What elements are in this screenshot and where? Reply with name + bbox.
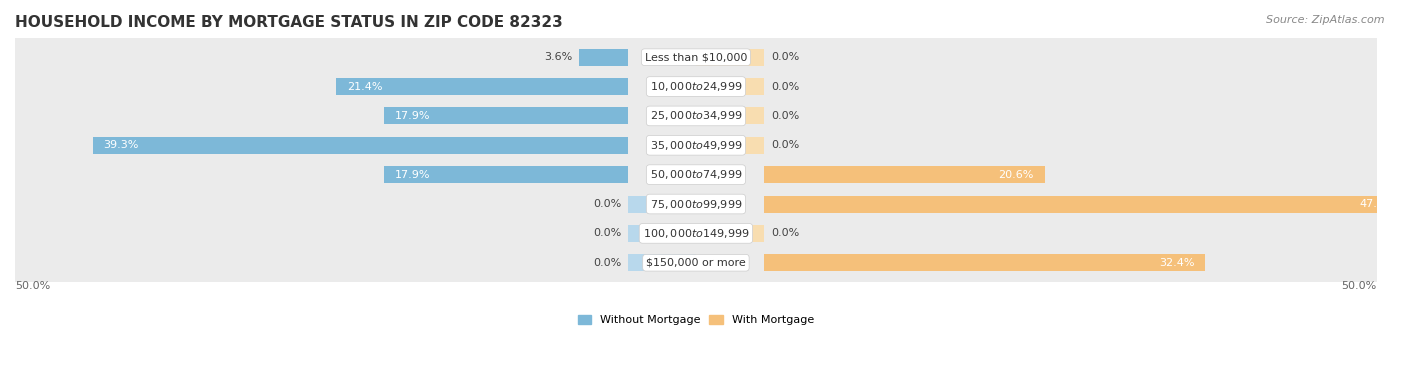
- Bar: [696, 225, 763, 242]
- Bar: [628, 254, 696, 271]
- Bar: [628, 225, 696, 242]
- Bar: [384, 107, 628, 124]
- Text: HOUSEHOLD INCOME BY MORTGAGE STATUS IN ZIP CODE 82323: HOUSEHOLD INCOME BY MORTGAGE STATUS IN Z…: [15, 15, 562, 30]
- Text: 39.3%: 39.3%: [104, 140, 139, 150]
- FancyBboxPatch shape: [11, 154, 1381, 195]
- Bar: [696, 107, 763, 124]
- Text: $25,000 to $34,999: $25,000 to $34,999: [650, 109, 742, 122]
- Bar: [696, 49, 763, 66]
- Bar: [628, 195, 696, 212]
- Text: 0.0%: 0.0%: [770, 228, 799, 239]
- Text: 0.0%: 0.0%: [593, 258, 621, 268]
- Bar: [763, 166, 1045, 183]
- Text: 0.0%: 0.0%: [593, 199, 621, 209]
- FancyBboxPatch shape: [11, 37, 1381, 78]
- Bar: [763, 195, 1406, 212]
- Text: $50,000 to $74,999: $50,000 to $74,999: [650, 168, 742, 181]
- Bar: [384, 166, 628, 183]
- Text: $75,000 to $99,999: $75,000 to $99,999: [650, 198, 742, 211]
- Text: $100,000 to $149,999: $100,000 to $149,999: [643, 227, 749, 240]
- Bar: [336, 78, 628, 95]
- Bar: [696, 137, 763, 154]
- FancyBboxPatch shape: [11, 183, 1381, 225]
- Text: 20.6%: 20.6%: [998, 170, 1033, 180]
- Bar: [696, 78, 763, 95]
- Text: 0.0%: 0.0%: [770, 111, 799, 121]
- Text: 17.9%: 17.9%: [395, 111, 430, 121]
- Text: 0.0%: 0.0%: [770, 82, 799, 91]
- Text: 21.4%: 21.4%: [347, 82, 382, 91]
- Text: 3.6%: 3.6%: [544, 52, 572, 62]
- Bar: [763, 254, 1205, 271]
- Bar: [93, 137, 628, 154]
- Text: 32.4%: 32.4%: [1159, 258, 1194, 268]
- Text: 0.0%: 0.0%: [770, 140, 799, 150]
- Text: $35,000 to $49,999: $35,000 to $49,999: [650, 139, 742, 152]
- Text: 0.0%: 0.0%: [593, 228, 621, 239]
- FancyBboxPatch shape: [11, 95, 1381, 136]
- Legend: Without Mortgage, With Mortgage: Without Mortgage, With Mortgage: [574, 311, 818, 330]
- FancyBboxPatch shape: [11, 242, 1381, 283]
- Text: $10,000 to $24,999: $10,000 to $24,999: [650, 80, 742, 93]
- Text: 50.0%: 50.0%: [1341, 281, 1376, 291]
- Text: 47.1%: 47.1%: [1360, 199, 1395, 209]
- Text: 0.0%: 0.0%: [770, 52, 799, 62]
- Text: Less than $10,000: Less than $10,000: [645, 52, 747, 62]
- FancyBboxPatch shape: [11, 213, 1381, 254]
- Bar: [579, 49, 628, 66]
- Text: 50.0%: 50.0%: [15, 281, 51, 291]
- Text: Source: ZipAtlas.com: Source: ZipAtlas.com: [1267, 15, 1385, 25]
- Text: 17.9%: 17.9%: [395, 170, 430, 180]
- FancyBboxPatch shape: [11, 125, 1381, 166]
- Text: $150,000 or more: $150,000 or more: [645, 258, 745, 268]
- FancyBboxPatch shape: [11, 66, 1381, 107]
